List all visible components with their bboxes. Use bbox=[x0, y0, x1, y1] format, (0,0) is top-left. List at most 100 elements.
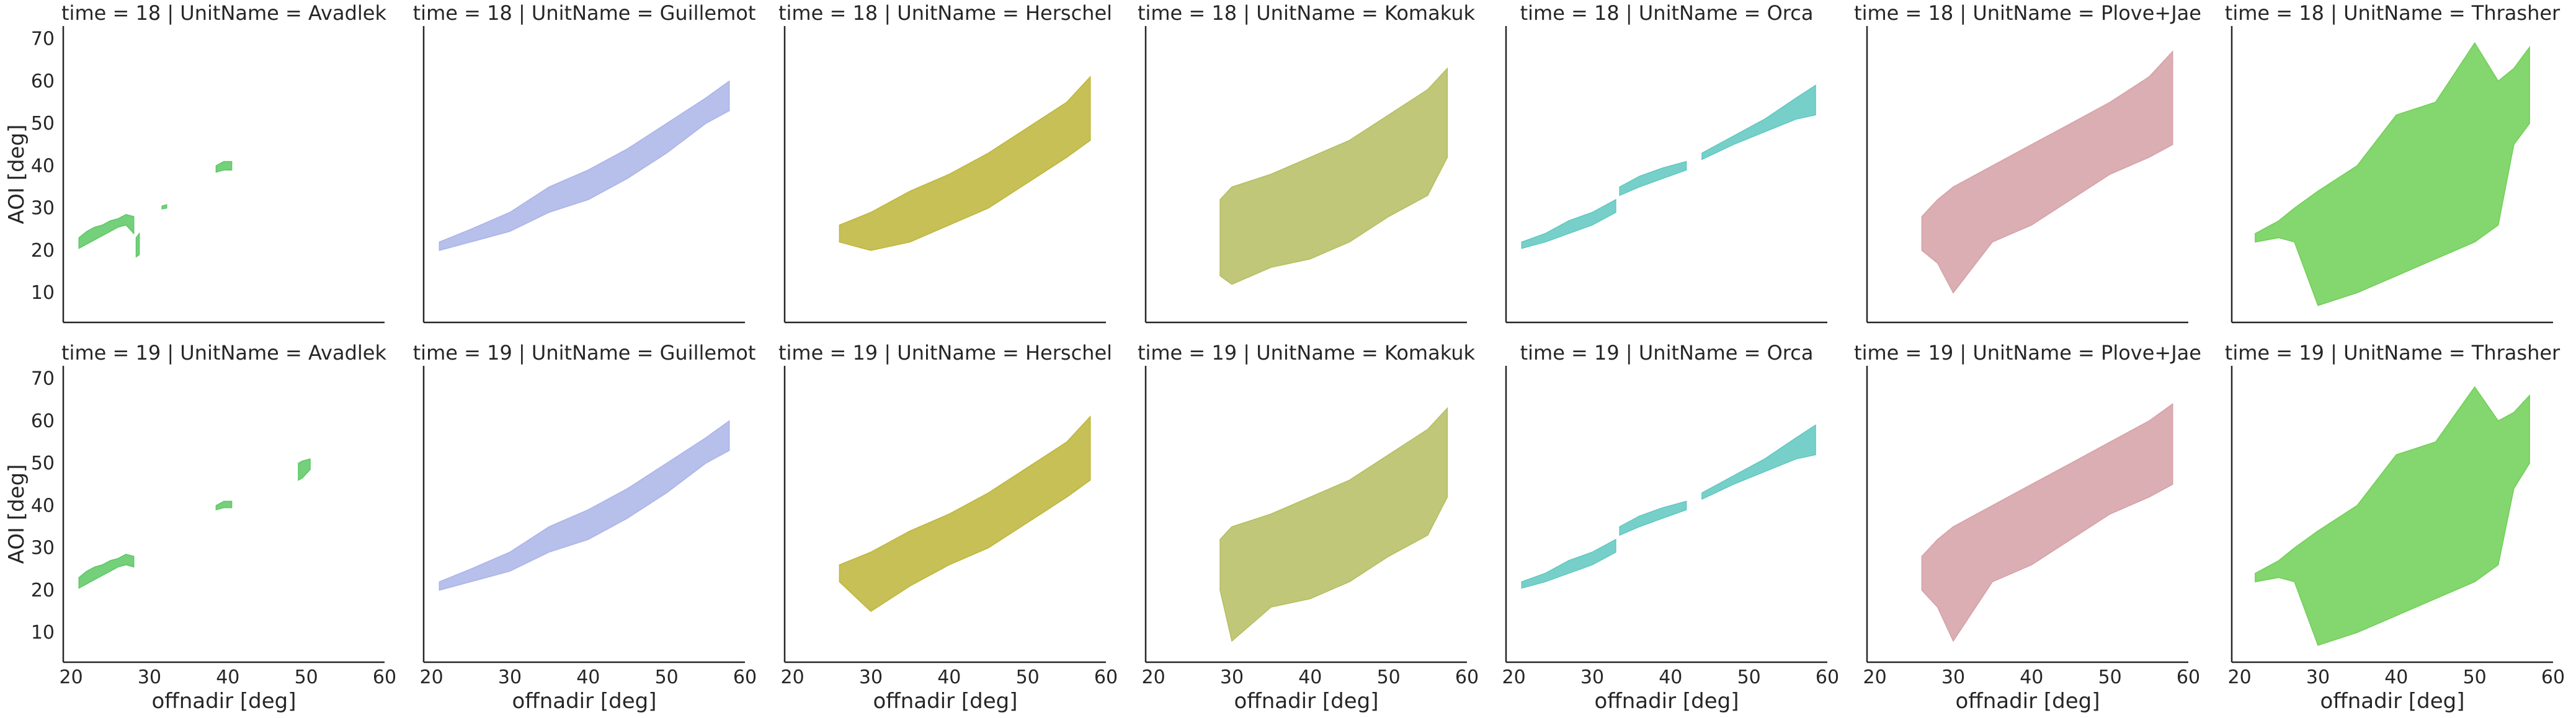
y-tick-label: 50 bbox=[31, 453, 55, 474]
x-tick-label: 30 bbox=[859, 667, 883, 688]
panel-title: time = 19 | UnitName = Guillemot bbox=[413, 341, 756, 365]
panel-t18-guillemot: time = 18 | UnitName = Guillemot bbox=[413, 1, 756, 324]
x-tick-label: 60 bbox=[373, 667, 396, 688]
panel-t18-avadlek: time = 18 | UnitName = Avadlek 10 20 30 40 50… bbox=[4, 1, 386, 324]
data-band-0 bbox=[2255, 386, 2530, 646]
y-tick-label: 20 bbox=[31, 240, 55, 262]
data-band-1 bbox=[215, 500, 233, 511]
x-axis-label: offnadir [deg] bbox=[151, 689, 296, 714]
data-band-3 bbox=[215, 161, 233, 173]
panel-title: time = 19 | UnitName = Komakuk bbox=[1138, 341, 1476, 365]
panel-title: time = 18 | UnitName = Thrasher bbox=[2225, 1, 2560, 25]
panel-title: time = 19 | UnitName = Avadlek bbox=[61, 341, 386, 365]
panel-title: time = 18 | UnitName = Orca bbox=[1520, 1, 1814, 25]
x-tick-label: 30 bbox=[1580, 667, 1604, 688]
x-tick-label: 60 bbox=[2541, 667, 2565, 688]
x-tick-label: 40 bbox=[2020, 667, 2043, 688]
x-tick-label: 50 bbox=[2098, 667, 2122, 688]
panel-title: time = 19 | UnitName = Plove+Jae bbox=[1854, 341, 2201, 365]
x-tick-label: 20 bbox=[1142, 667, 1165, 688]
x-tick-label: 20 bbox=[420, 667, 443, 688]
y-tick-label: 20 bbox=[31, 580, 55, 601]
x-tick-label: 20 bbox=[781, 667, 804, 688]
y-tick-label: 10 bbox=[31, 282, 55, 304]
panel-t19-guillemot: time = 19 | UnitName = Guillemot 20 30 40 50… bbox=[413, 341, 757, 714]
x-tick-label: 30 bbox=[498, 667, 522, 688]
x-tick-label: 50 bbox=[295, 667, 318, 688]
x-tick-label: 50 bbox=[2463, 667, 2487, 688]
panel-title: time = 19 | UnitName = Orca bbox=[1520, 341, 1814, 365]
x-tick-label: 40 bbox=[2384, 667, 2408, 688]
x-tick-label: 60 bbox=[1816, 667, 1839, 688]
data-band-0 bbox=[2255, 42, 2530, 306]
panel-t19-orca: time = 19 | UnitName = Orca 20 30 40 50 60 off… bbox=[1502, 341, 1840, 714]
panel-t18-herschel: time = 18 | UnitName = Herschel bbox=[778, 1, 1112, 324]
y-tick-label: 10 bbox=[31, 622, 55, 644]
data-band-0 bbox=[1921, 403, 2173, 642]
data-band-0 bbox=[1219, 407, 1448, 642]
panel-title: time = 19 | UnitName = Thrasher bbox=[2225, 341, 2560, 365]
data-band-1 bbox=[1619, 500, 1687, 536]
x-tick-label: 40 bbox=[216, 667, 239, 688]
panel-t19-komakuk: time = 19 | UnitName = Komakuk 20 30 40 50 60… bbox=[1138, 341, 1479, 714]
panel-t19-herschel: time = 19 | UnitName = Herschel 20 30 40 50 6… bbox=[778, 341, 1118, 714]
x-tick-label: 20 bbox=[1863, 667, 1887, 688]
panel-title: time = 18 | UnitName = Plove+Jae bbox=[1854, 1, 2201, 25]
y-tick-label: 70 bbox=[31, 368, 55, 389]
x-axis-label: offnadir [deg] bbox=[512, 689, 656, 714]
panel-t18-komakuk: time = 18 | UnitName = Komakuk bbox=[1138, 1, 1476, 324]
x-tick-label: 30 bbox=[1220, 667, 1244, 688]
panel-title: time = 18 | UnitName = Herschel bbox=[778, 1, 1112, 25]
x-tick-label: 50 bbox=[1377, 667, 1401, 688]
x-tick-label: 60 bbox=[733, 667, 757, 688]
panel-t19-thrasher: time = 19 | UnitName = Thrasher 20 30 40 50 6… bbox=[2225, 341, 2565, 714]
x-tick-label: 30 bbox=[2306, 667, 2330, 688]
data-band-0 bbox=[1219, 67, 1448, 285]
data-band-0 bbox=[439, 80, 730, 251]
panel-title: time = 18 | UnitName = Guillemot bbox=[413, 1, 756, 25]
x-tick-label: 20 bbox=[1502, 667, 1526, 688]
y-tick-label: 70 bbox=[31, 28, 55, 50]
y-tick-label: 30 bbox=[31, 198, 55, 219]
y-axis-label: AOI [deg] bbox=[4, 464, 29, 564]
panel-t19-plove-jae: time = 19 | UnitName = Plove+Jae 20 30 40 50… bbox=[1854, 341, 2201, 714]
data-band-0 bbox=[78, 214, 135, 249]
x-tick-label: 20 bbox=[60, 667, 83, 688]
x-tick-label: 60 bbox=[1094, 667, 1118, 688]
x-axis-label: offnadir [deg] bbox=[873, 689, 1017, 714]
panel-title: time = 18 | UnitName = Avadlek bbox=[61, 1, 386, 25]
panel-title: time = 19 | UnitName = Herschel bbox=[778, 341, 1112, 365]
x-tick-label: 40 bbox=[576, 667, 600, 688]
x-axis-label: offnadir [deg] bbox=[1594, 689, 1739, 714]
panel-t18-plove-jae: time = 18 | UnitName = Plove+Jae bbox=[1854, 1, 2201, 324]
y-tick-label: 40 bbox=[31, 495, 55, 516]
data-band-2 bbox=[1701, 424, 1816, 500]
x-tick-label: 50 bbox=[1737, 667, 1761, 688]
x-tick-label: 40 bbox=[937, 667, 961, 688]
x-tick-label: 50 bbox=[655, 667, 679, 688]
data-band-0 bbox=[78, 554, 135, 589]
data-band-0 bbox=[839, 75, 1091, 251]
y-axis-label: AOI [deg] bbox=[4, 125, 29, 224]
x-tick-label: 20 bbox=[2228, 667, 2252, 688]
panel-t18-thrasher: time = 18 | UnitName = Thrasher bbox=[2225, 1, 2560, 324]
data-band-0 bbox=[1521, 198, 1616, 249]
x-axis-label: offnadir [deg] bbox=[1955, 689, 2100, 714]
data-band-2 bbox=[1701, 84, 1816, 161]
y-tick-label: 40 bbox=[31, 155, 55, 177]
data-band-0 bbox=[1521, 538, 1616, 589]
y-tick-label: 50 bbox=[31, 113, 55, 135]
data-band-1 bbox=[1619, 161, 1687, 197]
y-tick-label: 60 bbox=[31, 410, 55, 432]
x-axis-label: offnadir [deg] bbox=[2320, 689, 2464, 714]
y-tick-label: 30 bbox=[31, 538, 55, 559]
x-tick-label: 60 bbox=[2177, 667, 2200, 688]
data-band-0 bbox=[1921, 50, 2173, 294]
x-axis-label: offnadir [deg] bbox=[1234, 689, 1378, 714]
panel-t18-orca: time = 18 | UnitName = Orca bbox=[1505, 1, 1827, 324]
x-tick-label: 60 bbox=[1455, 667, 1479, 688]
data-band-0 bbox=[839, 415, 1091, 613]
data-band-0 bbox=[439, 420, 730, 591]
x-tick-label: 30 bbox=[1941, 667, 1965, 688]
